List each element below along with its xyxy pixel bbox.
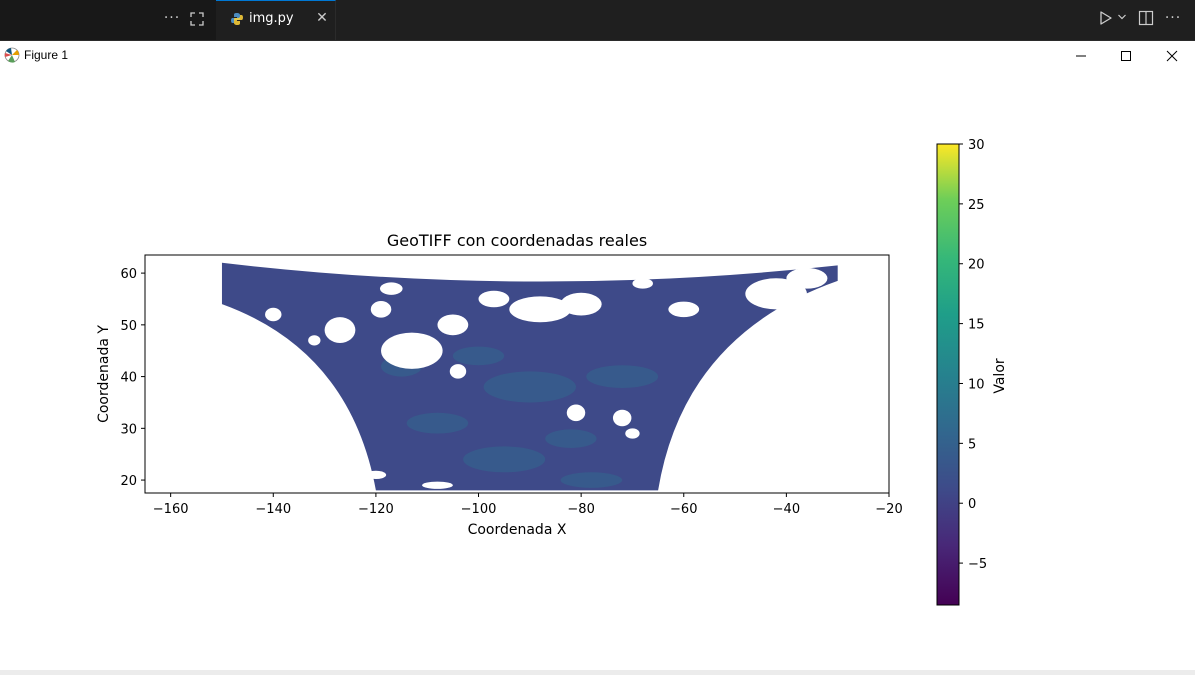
- close-window-icon[interactable]: [1164, 48, 1180, 64]
- minimize-icon[interactable]: [1073, 48, 1089, 64]
- editor-group-empty-area: [0, 0, 216, 40]
- nodata-region: [308, 335, 321, 346]
- editor-actions-more-icon[interactable]: ···: [1164, 10, 1182, 26]
- nodata-region: [745, 278, 807, 310]
- colorbar-tick-label: 25: [968, 198, 985, 213]
- x-tick-label: −100: [461, 502, 497, 517]
- nodata-region: [365, 470, 387, 480]
- nodata-region: [612, 409, 632, 427]
- maximize-icon[interactable]: [1118, 48, 1134, 64]
- nodata-region: [632, 278, 653, 289]
- y-tick-label: 60: [120, 267, 137, 282]
- tab-label: img.py: [249, 11, 294, 26]
- colorbar-label: Valor: [992, 358, 1008, 394]
- x-tick-label: −60: [670, 502, 697, 517]
- colorbar-tick-label: 10: [968, 377, 985, 392]
- editor-title-bar: ··· img.py ✕ ···: [0, 0, 1195, 41]
- x-tick-label: −80: [567, 502, 594, 517]
- nodata-region: [380, 282, 403, 295]
- colorbar-tick-label: 15: [968, 318, 985, 333]
- axes-frame: [144, 254, 890, 494]
- colorbar-tick-label: 30: [968, 138, 985, 153]
- nodata-region: [449, 364, 467, 379]
- y-tick-label: 40: [120, 371, 137, 386]
- y-tick-label: 30: [120, 422, 137, 437]
- y-tick-label: 20: [120, 474, 137, 489]
- x-axis-label: Coordenada X: [468, 522, 567, 538]
- chevron-down-icon[interactable]: [1117, 12, 1127, 22]
- y-axis: 20 30 40 50 60: [120, 267, 145, 489]
- y-tick-label: 50: [120, 319, 137, 334]
- python-file-icon: [231, 13, 243, 25]
- raster-texture: [406, 412, 469, 434]
- raster-image: [221, 262, 838, 491]
- raster-texture: [463, 446, 546, 473]
- close-tab-icon[interactable]: ✕: [316, 10, 328, 26]
- window-title: Figure 1: [24, 48, 69, 62]
- x-tick-label: −140: [255, 502, 291, 517]
- run-python-file-icon[interactable]: [1099, 10, 1113, 26]
- nodata-region: [478, 290, 510, 308]
- colorbar-tick-label: −5: [968, 557, 987, 572]
- nodata-region: [509, 296, 571, 323]
- colorbar-tick-label: 5: [968, 437, 976, 452]
- figure-window-titlebar: Figure 1: [0, 41, 1195, 71]
- nodata-region: [370, 301, 392, 318]
- raster-texture: [452, 346, 505, 366]
- matplotlib-logo-icon: [4, 47, 20, 63]
- nodata-region: [566, 404, 586, 422]
- raster-texture: [560, 472, 623, 488]
- nodata-region: [381, 332, 443, 369]
- nodata-region: [668, 301, 700, 318]
- nodata-region: [265, 307, 282, 322]
- chart-title: GeoTIFF con coordenadas reales: [387, 231, 647, 250]
- more-actions-icon[interactable]: ···: [163, 10, 181, 26]
- colorbar-tick-label: 20: [968, 258, 985, 273]
- nodata-region: [625, 428, 640, 439]
- nodata-region: [437, 314, 469, 336]
- nodata-region: [560, 292, 602, 316]
- x-tick-label: −20: [875, 502, 902, 517]
- nodata-region: [786, 267, 828, 289]
- split-editor-icon[interactable]: [1138, 10, 1154, 26]
- x-tick-label: −120: [358, 502, 394, 517]
- raster-texture: [483, 371, 577, 403]
- nodata-region: [324, 317, 356, 343]
- y-axis-label: Coordenada Y: [96, 325, 112, 423]
- x-tick-label: −160: [153, 502, 189, 517]
- raster-texture: [586, 365, 659, 388]
- tab-img-py[interactable]: img.py ✕: [216, 0, 336, 40]
- colorbar-axis: 30 25 20 15 10 5 0 −5: [959, 138, 987, 572]
- nodata-region: [422, 481, 453, 489]
- x-tick-label: −40: [773, 502, 800, 517]
- colorbar-tick-label: 0: [968, 497, 976, 512]
- status-strip: [0, 670, 1195, 675]
- raster-texture: [545, 429, 597, 448]
- x-axis: −160 −140 −120 −100 −80 −60 −40 −20: [153, 493, 903, 517]
- maximize-editor-icon[interactable]: [188, 10, 206, 28]
- colorbar: [936, 143, 960, 606]
